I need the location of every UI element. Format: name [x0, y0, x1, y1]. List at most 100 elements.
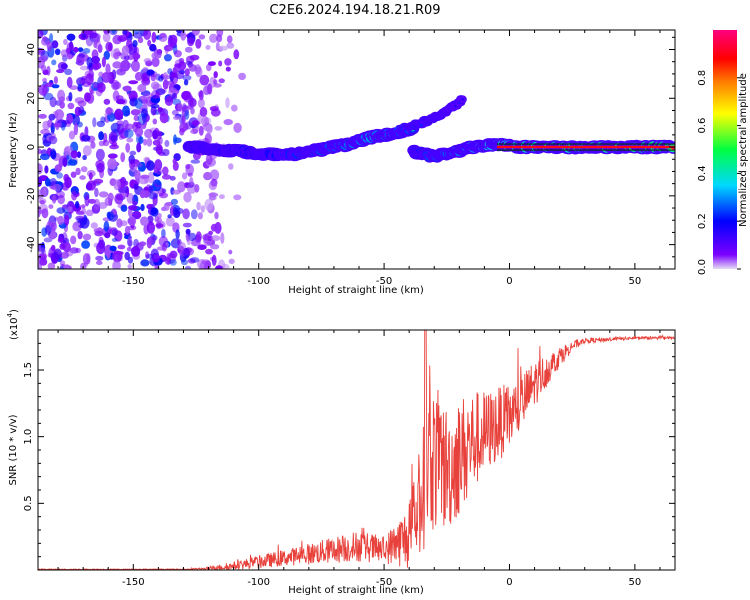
noise-speckle [68, 159, 78, 166]
noise-speckle [189, 257, 200, 263]
noise-speckle [64, 68, 73, 76]
noise-speckle [172, 92, 178, 100]
noise-speckle [82, 48, 91, 54]
noise-speckle [104, 197, 112, 206]
noise-speckle [68, 130, 76, 140]
noise-speckle [210, 108, 221, 117]
colorbar-tick-label: 0.4 [697, 165, 708, 181]
noise-speckle [111, 228, 118, 237]
noise-speckle [75, 167, 81, 176]
noise-speckle [224, 58, 232, 66]
noise-speckle [38, 84, 48, 96]
noise-speckle [59, 101, 65, 109]
noise-speckle [181, 172, 188, 180]
noise-speckle [161, 174, 172, 180]
noise-speckle [233, 122, 242, 133]
noise-speckle [127, 264, 132, 269]
noise-speckle [124, 128, 134, 139]
noise-speckle [178, 61, 187, 71]
noise-speckle [84, 92, 91, 102]
noise-speckle [174, 71, 185, 80]
noise-speckle [177, 102, 183, 112]
noise-speckle [80, 166, 88, 173]
noise-speckle [190, 128, 199, 135]
noise-speckle [96, 260, 103, 265]
noise-speckle [38, 55, 48, 63]
noise-speckle [214, 126, 223, 131]
noise-speckle [144, 177, 149, 184]
noise-speckle [158, 192, 169, 199]
noise-speckle [52, 183, 62, 191]
noise-speckle [134, 170, 141, 180]
noise-speckle [170, 198, 178, 205]
noise-speckle [163, 54, 172, 62]
noise-speckle [122, 30, 128, 36]
noise-speckle [81, 204, 86, 209]
noise-speckle [90, 222, 98, 229]
noise-speckle [139, 189, 146, 199]
noise-speckle [208, 192, 219, 198]
noise-speckle [182, 222, 192, 228]
noise-speckle [112, 250, 123, 263]
noise-speckle [51, 194, 57, 204]
branch-blob [461, 98, 464, 101]
noise-speckle [116, 218, 123, 228]
noise-speckle [162, 79, 169, 90]
noise-speckle [148, 192, 159, 200]
noise-speckle [183, 192, 192, 203]
heatmap-ytick-label: 0 [26, 144, 37, 150]
noise-speckle [173, 50, 182, 58]
noise-speckle [81, 207, 86, 216]
colorbar-tick-label: 0.8 [697, 70, 708, 86]
chart-title: C2E6.2024.194.18.21.R09 [269, 3, 440, 18]
noise-speckle [51, 84, 60, 89]
noise-speckle [43, 237, 53, 243]
noise-speckle [145, 253, 155, 259]
noise-speckle [92, 81, 98, 89]
noise-speckle [71, 190, 78, 201]
noise-speckle [141, 76, 151, 84]
noise-speckle [107, 211, 115, 221]
noise-speckle [182, 208, 190, 220]
noise-speckle [179, 127, 185, 136]
noise-speckle [197, 98, 205, 109]
noise-speckle [117, 184, 128, 194]
noise-speckle [221, 263, 230, 269]
noise-speckle [86, 56, 93, 68]
noise-speckle [80, 262, 87, 269]
noise-speckle [152, 129, 159, 140]
noise-speckle [55, 190, 65, 199]
noise-speckle [135, 122, 142, 129]
noise-speckle [195, 38, 202, 49]
noise-speckle [40, 65, 47, 72]
noise-speckle [171, 109, 179, 116]
noise-speckle [207, 61, 216, 66]
noise-speckle [81, 33, 87, 39]
noise-speckle [184, 265, 192, 269]
noise-speckle [75, 247, 81, 254]
noise-speckle [218, 45, 229, 51]
noise-speckle [47, 262, 56, 269]
noise-speckle [164, 96, 174, 106]
noise-speckle [70, 235, 77, 245]
noise-speckle [167, 214, 172, 219]
snr-xtick-label: 0 [506, 577, 512, 588]
noise-speckle [111, 30, 116, 34]
noise-speckle [184, 110, 190, 120]
noise-speckle [88, 172, 93, 181]
noise-speckle [76, 121, 83, 128]
noise-speckle [111, 238, 118, 242]
snr-ytick-label: 0.5 [23, 495, 34, 511]
colorbar: 0.0 0.2 0.4 0.6 0.8 Normalized spectral ampl… [697, 30, 749, 275]
noise-speckle [152, 118, 158, 125]
noise-speckle [114, 108, 124, 121]
noise-speckle [82, 253, 91, 265]
noise-speckle [82, 233, 92, 241]
noise-speckle [134, 126, 144, 137]
noise-speckle [228, 258, 235, 264]
noise-speckle [134, 98, 143, 109]
noise-speckle [84, 194, 90, 207]
noise-speckle [220, 232, 225, 244]
snr-xtick-label: -150 [122, 577, 145, 588]
noise-speckle [54, 164, 62, 173]
